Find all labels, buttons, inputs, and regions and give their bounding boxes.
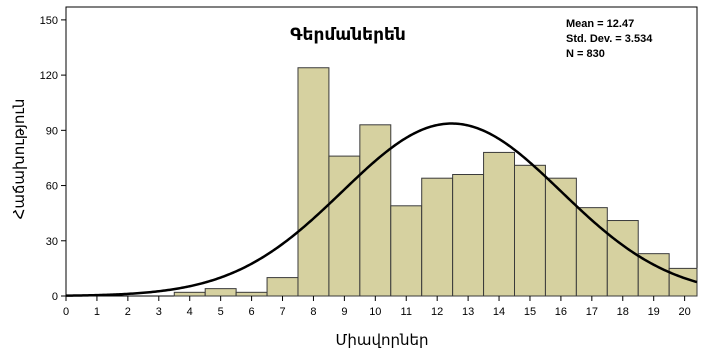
x-tick-label-6: 6 bbox=[249, 306, 255, 318]
histogram-bar-5 bbox=[328, 155, 361, 297]
histogram-bar-3 bbox=[266, 277, 299, 297]
histogram-bar-13 bbox=[575, 207, 608, 297]
x-tick-label-16: 16 bbox=[555, 306, 567, 318]
normal-curve bbox=[65, 122, 698, 297]
y-tick-label-3: 90 bbox=[46, 125, 58, 137]
x-axis-title: Միավորներ bbox=[335, 331, 428, 349]
x-tick-label-20: 20 bbox=[679, 306, 691, 318]
x-tick-label-1: 1 bbox=[94, 306, 100, 318]
bars-group bbox=[173, 67, 698, 297]
histogram-bar-1 bbox=[204, 288, 237, 297]
x-tick-label-14: 14 bbox=[493, 306, 505, 318]
x-tick-label-7: 7 bbox=[279, 306, 285, 318]
x-tick-label-13: 13 bbox=[462, 306, 474, 318]
stat-mean: Mean = 12.47 bbox=[566, 18, 634, 30]
x-tick-label-0: 0 bbox=[63, 306, 69, 318]
x-tick-label-10: 10 bbox=[369, 306, 381, 318]
x-tick-label-8: 8 bbox=[310, 306, 316, 318]
y-tick-label-5: 150 bbox=[40, 15, 58, 27]
y-axis-title: Հաճախություն bbox=[10, 99, 28, 220]
y-tick-label-1: 30 bbox=[46, 236, 58, 248]
histogram-bar-12 bbox=[544, 177, 577, 297]
chart-title: Գերմաներեն bbox=[290, 25, 406, 45]
x-tick-label-12: 12 bbox=[431, 306, 443, 318]
histogram-bar-8 bbox=[421, 177, 454, 297]
histogram-bar-16 bbox=[668, 267, 698, 297]
histogram-bar-14 bbox=[606, 220, 639, 297]
y-tick-label-4: 120 bbox=[40, 70, 58, 82]
x-tick-label-4: 4 bbox=[187, 306, 193, 318]
x-tick-label-3: 3 bbox=[156, 306, 162, 318]
y-tick-label-2: 60 bbox=[46, 181, 58, 193]
histogram-bar-7 bbox=[390, 205, 423, 297]
x-axis: 0 1 2 3 4 5 6 7 8 9 10 11 12 13 14 15 16 17 18 19 20 bbox=[63, 296, 691, 318]
x-tick-label-15: 15 bbox=[524, 306, 536, 318]
histogram-bar-4 bbox=[297, 67, 330, 297]
x-tick-label-11: 11 bbox=[401, 306, 412, 318]
y-tick-label-0: 0 bbox=[52, 291, 58, 303]
histogram-bar-0 bbox=[173, 291, 206, 297]
stat-n: N = 830 bbox=[566, 48, 605, 60]
histogram-bar-10 bbox=[483, 151, 516, 297]
x-tick-label-19: 19 bbox=[648, 306, 660, 318]
stat-std-dev: Std. Dev. = 3.534 bbox=[566, 33, 653, 45]
y-axis: 0 30 60 90 120 150 bbox=[40, 15, 66, 303]
histogram-bar-11 bbox=[514, 164, 546, 297]
x-tick-label-5: 5 bbox=[218, 306, 224, 318]
x-tick-label-2: 2 bbox=[125, 306, 131, 318]
x-tick-label-9: 9 bbox=[341, 306, 347, 318]
histogram-bar-2 bbox=[235, 291, 268, 297]
x-tick-label-18: 18 bbox=[617, 306, 629, 318]
x-tick-label-17: 17 bbox=[586, 306, 598, 318]
histogram-bar-9 bbox=[452, 174, 485, 297]
